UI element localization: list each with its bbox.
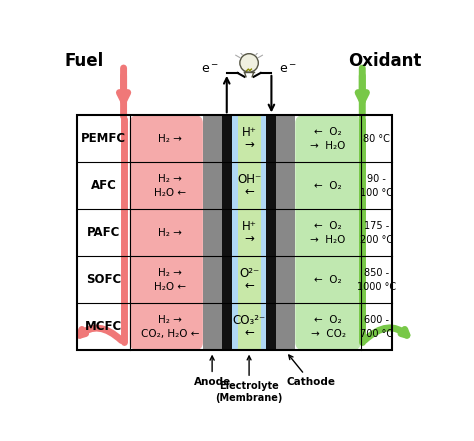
Bar bbox=[203, 115, 222, 350]
Text: 90 -: 90 - bbox=[367, 174, 385, 184]
Text: 1000 °C: 1000 °C bbox=[356, 282, 396, 292]
Text: 80 °C: 80 °C bbox=[363, 134, 390, 144]
Text: H⁺: H⁺ bbox=[242, 126, 256, 139]
Text: →: → bbox=[244, 232, 254, 245]
Text: →  H₂O: → H₂O bbox=[310, 141, 346, 151]
Text: H₂ →: H₂ → bbox=[158, 174, 182, 184]
Text: OH⁻: OH⁻ bbox=[237, 173, 261, 186]
Text: SOFC: SOFC bbox=[86, 273, 121, 286]
Text: 200 °C: 200 °C bbox=[360, 235, 392, 245]
Bar bbox=[77, 115, 392, 350]
Text: ←: ← bbox=[244, 326, 254, 339]
Text: ←: ← bbox=[244, 185, 254, 198]
Text: H₂ →: H₂ → bbox=[158, 268, 182, 278]
Text: →  H₂O: → H₂O bbox=[310, 235, 346, 245]
Text: 175 -: 175 - bbox=[364, 221, 389, 231]
Text: ←  O₂: ← O₂ bbox=[314, 181, 342, 191]
Text: O²⁻: O²⁻ bbox=[239, 267, 259, 280]
Bar bbox=[222, 115, 232, 350]
Text: Cathode: Cathode bbox=[286, 355, 335, 387]
Text: MCFC: MCFC bbox=[85, 320, 122, 333]
Bar bbox=[276, 115, 295, 350]
Text: Fuel: Fuel bbox=[64, 52, 103, 71]
Text: AFC: AFC bbox=[91, 179, 117, 192]
Text: Electrolyte
(Membrane): Electrolyte (Membrane) bbox=[215, 356, 283, 403]
Text: ←: ← bbox=[244, 279, 254, 292]
Text: 600 -: 600 - bbox=[364, 315, 389, 325]
Text: H⁺: H⁺ bbox=[242, 220, 256, 233]
Text: PEMFC: PEMFC bbox=[81, 132, 126, 145]
Text: ←  O₂: ← O₂ bbox=[314, 127, 342, 137]
Bar bbox=[266, 115, 276, 350]
Text: ←  O₂: ← O₂ bbox=[314, 275, 342, 285]
Text: CO₃²⁻: CO₃²⁻ bbox=[232, 314, 266, 327]
Bar bbox=[232, 115, 266, 350]
Text: 700 °C: 700 °C bbox=[360, 329, 392, 339]
Text: 100 °C: 100 °C bbox=[360, 188, 392, 198]
Text: →: → bbox=[244, 138, 254, 151]
Text: 850 -: 850 - bbox=[364, 268, 389, 278]
Circle shape bbox=[240, 54, 258, 72]
Text: e$^-$: e$^-$ bbox=[201, 63, 219, 75]
Text: ←  O₂: ← O₂ bbox=[314, 315, 342, 325]
Text: PAFC: PAFC bbox=[87, 226, 120, 239]
FancyBboxPatch shape bbox=[130, 115, 203, 350]
Text: H₂O ←: H₂O ← bbox=[154, 188, 186, 198]
Text: Oxidant: Oxidant bbox=[348, 52, 421, 71]
Text: Anode: Anode bbox=[193, 356, 231, 387]
Text: →  CO₂: → CO₂ bbox=[310, 329, 346, 339]
Text: H₂ →: H₂ → bbox=[158, 134, 182, 144]
FancyBboxPatch shape bbox=[295, 115, 361, 350]
Text: H₂O ←: H₂O ← bbox=[154, 282, 186, 292]
Text: H₂ →: H₂ → bbox=[158, 228, 182, 238]
Text: H₂ →: H₂ → bbox=[158, 315, 182, 325]
Text: ←  O₂: ← O₂ bbox=[314, 221, 342, 231]
Text: CO₂, H₂O ←: CO₂, H₂O ← bbox=[141, 329, 200, 339]
Bar bbox=[237, 115, 261, 350]
Text: e$^-$: e$^-$ bbox=[279, 63, 297, 75]
